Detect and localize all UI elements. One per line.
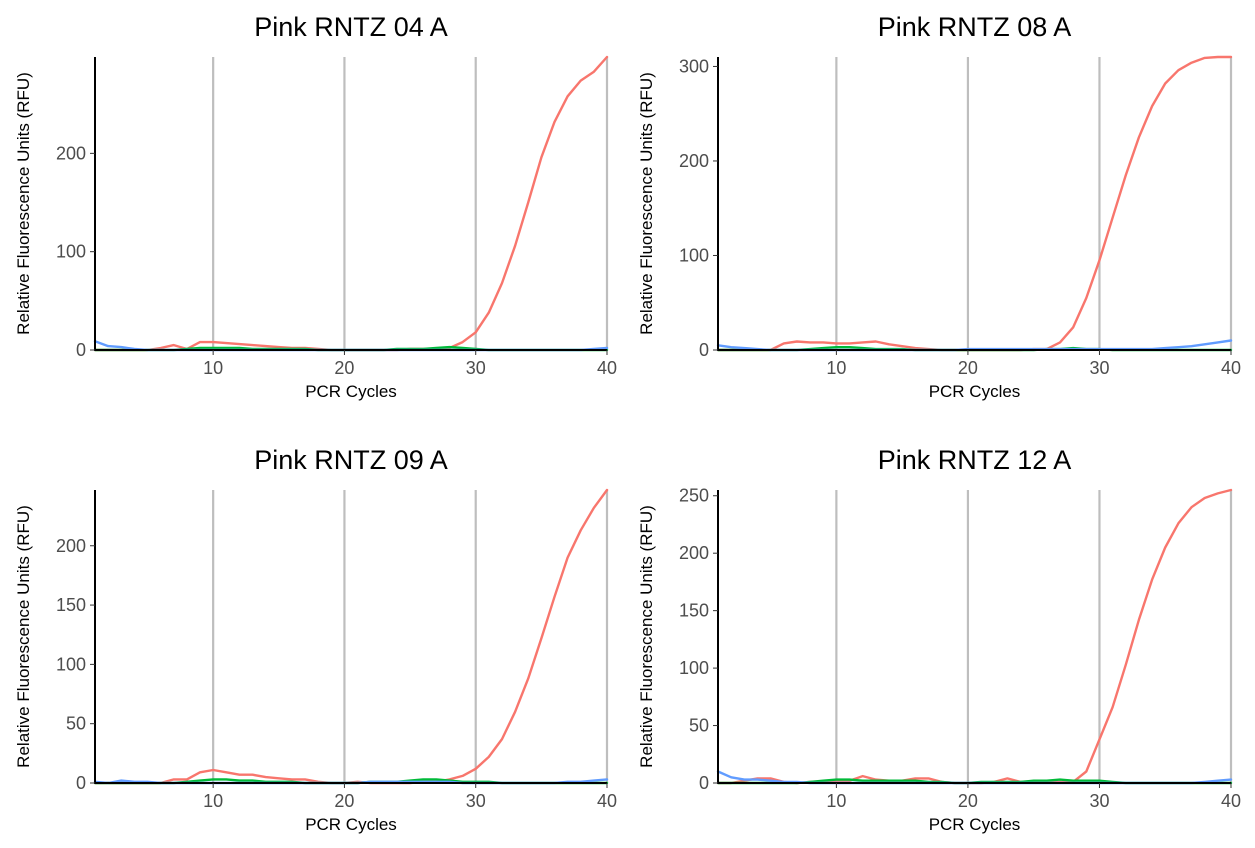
x-axis-title: PCR Cycles bbox=[929, 815, 1021, 834]
y-tick-label: 0 bbox=[76, 340, 86, 360]
x-axis-title: PCR Cycles bbox=[305, 815, 397, 834]
x-tick-label: 30 bbox=[1089, 358, 1109, 378]
y-tick-label: 150 bbox=[679, 601, 709, 621]
y-axis-title: Relative Fluorescence Units (RFU) bbox=[14, 72, 33, 335]
y-tick-label: 300 bbox=[679, 56, 709, 76]
x-tick-label: 30 bbox=[1089, 791, 1109, 811]
series-line bbox=[716, 488, 1233, 785]
series-line bbox=[93, 55, 609, 352]
series-line bbox=[93, 488, 609, 785]
y-tick-label: 200 bbox=[679, 543, 709, 563]
y-tick-label: 100 bbox=[56, 654, 86, 674]
y-tick-label: 0 bbox=[699, 773, 709, 793]
y-tick-label: 100 bbox=[679, 658, 709, 678]
x-tick-label: 40 bbox=[597, 358, 617, 378]
y-axis-title: Relative Fluorescence Units (RFU) bbox=[637, 505, 656, 768]
y-axis-title: Relative Fluorescence Units (RFU) bbox=[14, 505, 33, 768]
series-line bbox=[716, 55, 1233, 352]
x-tick-label: 40 bbox=[1221, 791, 1241, 811]
chart-title: Pink RNTZ 08 A bbox=[878, 12, 1072, 42]
y-tick-label: 250 bbox=[679, 486, 709, 506]
chart-panel: Pink RNTZ 04 A 10 20 30 40 0 100 200 PCR Cycles R… bbox=[14, 12, 617, 401]
x-tick-label: 40 bbox=[1221, 358, 1241, 378]
chart-panel: Pink RNTZ 09 A 10 20 30 40 0 50 100 150 200 PCR Cy… bbox=[14, 445, 617, 834]
chart-panel: Pink RNTZ 12 A 10 20 30 40 0 50 100 150 200 250 PCR… bbox=[637, 445, 1241, 834]
chart-title: Pink RNTZ 09 A bbox=[254, 445, 448, 475]
x-tick-label: 10 bbox=[826, 358, 846, 378]
x-tick-label: 10 bbox=[203, 791, 223, 811]
x-tick-label: 20 bbox=[958, 358, 978, 378]
y-tick-label: 150 bbox=[56, 595, 86, 615]
x-tick-label: 30 bbox=[466, 358, 486, 378]
chart-title: Pink RNTZ 04 A bbox=[254, 12, 448, 42]
x-axis-title: PCR Cycles bbox=[305, 382, 397, 401]
y-tick-label: 0 bbox=[76, 773, 86, 793]
y-tick-label: 200 bbox=[56, 143, 86, 163]
y-tick-label: 0 bbox=[699, 340, 709, 360]
y-tick-label: 200 bbox=[679, 151, 709, 171]
x-tick-label: 20 bbox=[334, 791, 354, 811]
x-tick-label: 20 bbox=[958, 791, 978, 811]
x-tick-label: 30 bbox=[466, 791, 486, 811]
y-tick-label: 50 bbox=[689, 716, 709, 736]
chart-panel: Pink RNTZ 08 A 10 20 30 40 0 100 200 300 PCR Cycl… bbox=[637, 12, 1241, 401]
y-tick-label: 50 bbox=[66, 714, 86, 734]
x-tick-label: 10 bbox=[203, 358, 223, 378]
y-axis-title: Relative Fluorescence Units (RFU) bbox=[637, 72, 656, 335]
x-tick-label: 10 bbox=[826, 791, 846, 811]
y-tick-label: 100 bbox=[679, 245, 709, 265]
y-tick-label: 200 bbox=[56, 536, 86, 556]
x-tick-label: 40 bbox=[597, 791, 617, 811]
y-tick-label: 100 bbox=[56, 242, 86, 262]
chart-title: Pink RNTZ 12 A bbox=[878, 445, 1072, 475]
x-tick-label: 20 bbox=[334, 358, 354, 378]
x-axis-title: PCR Cycles bbox=[929, 382, 1021, 401]
